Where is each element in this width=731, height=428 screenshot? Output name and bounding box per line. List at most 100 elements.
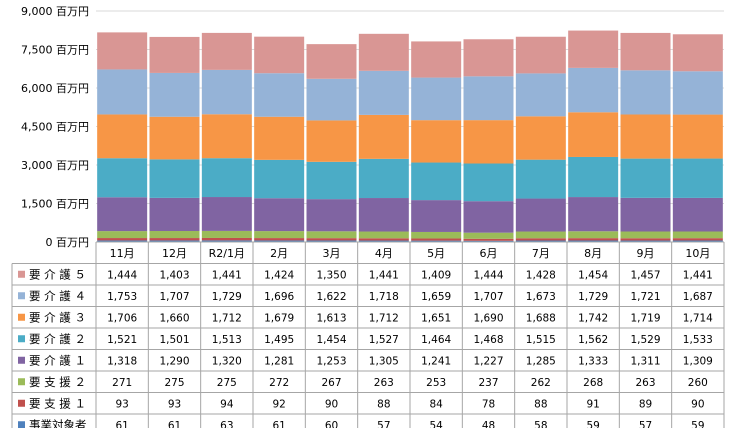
data-label: 48 xyxy=(482,420,495,428)
x-category-label: 11月 xyxy=(110,247,135,260)
data-label: 1,714 xyxy=(683,312,713,324)
bar-segment xyxy=(358,33,409,71)
bar-segment xyxy=(568,240,619,242)
data-label: 90 xyxy=(325,398,338,410)
data-label: 1,424 xyxy=(264,269,294,281)
data-label: 1,320 xyxy=(212,355,242,367)
legend-swatch xyxy=(18,292,25,300)
data-label: 271 xyxy=(112,377,132,389)
data-label: 1,712 xyxy=(369,312,399,324)
bar-segment xyxy=(201,230,252,238)
bar-segment xyxy=(672,158,723,198)
bar-segment xyxy=(358,70,409,115)
bar-segment xyxy=(254,36,305,74)
legend-label: 要 介 護 ４ xyxy=(29,289,86,303)
data-label: 61 xyxy=(272,420,285,428)
bar-segment xyxy=(254,116,305,160)
bar-segment xyxy=(620,238,671,241)
x-category-label: 8月 xyxy=(584,247,602,260)
bar-segment xyxy=(463,240,514,242)
data-label: 54 xyxy=(429,420,443,428)
bar-segment xyxy=(515,116,566,160)
bar-segment xyxy=(201,237,252,241)
legend-swatch xyxy=(18,335,25,343)
data-label: 1,613 xyxy=(316,312,346,324)
data-label: 91 xyxy=(586,398,599,410)
bar-segment xyxy=(97,238,148,241)
data-label: 1,533 xyxy=(683,334,713,346)
data-label: 58 xyxy=(534,420,547,428)
data-label: 94 xyxy=(220,398,234,410)
data-label: 1,659 xyxy=(421,291,451,303)
data-label: 1,457 xyxy=(630,269,660,281)
legend-label: 要 介 護 ５ xyxy=(29,267,86,281)
legend-label: 事業対象者 xyxy=(29,418,87,428)
data-label: 63 xyxy=(220,420,233,428)
data-label: 78 xyxy=(482,398,495,410)
data-label: 1,679 xyxy=(264,312,294,324)
bar-segment xyxy=(358,198,409,232)
data-label: 59 xyxy=(586,420,599,428)
bar-segment xyxy=(97,158,148,198)
bar-segment xyxy=(149,197,200,231)
data-label: 1,687 xyxy=(683,291,713,303)
bar-segment xyxy=(306,231,357,239)
legend-label: 要 介 護 ２ xyxy=(29,332,86,346)
data-label: 1,441 xyxy=(212,269,242,281)
legend-swatch xyxy=(18,270,25,278)
x-category-label: 9月 xyxy=(637,247,655,260)
bar-segment xyxy=(463,201,514,233)
bar-segment xyxy=(306,44,357,79)
legend-label: 要 支 援 ２ xyxy=(29,375,86,389)
data-label: 1,441 xyxy=(369,269,399,281)
bar-segment xyxy=(149,36,200,73)
bar-segment xyxy=(254,73,305,117)
x-category-label: 7月 xyxy=(532,247,550,260)
bar-segment xyxy=(306,240,357,242)
grid-lines xyxy=(96,10,724,204)
bar-segment xyxy=(97,114,148,159)
data-label: 1,742 xyxy=(578,312,608,324)
bar-segment xyxy=(201,158,252,198)
x-category-label: 12月 xyxy=(162,247,187,260)
data-label: 89 xyxy=(639,398,652,410)
bar-segment xyxy=(620,158,671,198)
data-label: 1,719 xyxy=(630,312,660,324)
data-label: 1,673 xyxy=(526,291,556,303)
bar-segment xyxy=(149,230,200,239)
data-label: 1,444 xyxy=(473,269,503,281)
bar-segment xyxy=(254,238,305,241)
data-label: 1,285 xyxy=(526,355,556,367)
data-label: 1,241 xyxy=(421,355,451,367)
bar-segment xyxy=(568,112,619,157)
x-category-label: R2/1月 xyxy=(209,247,245,260)
data-label: 93 xyxy=(115,398,128,410)
x-category-label: 2月 xyxy=(270,247,288,260)
bar-segment xyxy=(201,32,252,70)
bar-segment xyxy=(411,77,462,121)
data-label: 1,706 xyxy=(107,312,137,324)
bar-segment xyxy=(306,161,357,200)
bar-segment xyxy=(672,71,723,115)
bar-segment xyxy=(358,231,409,239)
bar-segment xyxy=(306,199,357,232)
data-label: 1,444 xyxy=(107,269,137,281)
x-category-label: 4月 xyxy=(375,247,393,260)
bar-segment xyxy=(463,39,514,77)
legend-swatch xyxy=(18,356,25,364)
bar-segment xyxy=(672,114,723,159)
data-label: 88 xyxy=(534,398,547,410)
bar-segment xyxy=(568,238,619,241)
bar-segment xyxy=(672,240,723,242)
data-label: 1,753 xyxy=(107,291,137,303)
bar-segment xyxy=(672,231,723,239)
legend-swatch xyxy=(18,399,25,407)
bar-segment xyxy=(672,197,723,232)
legend-swatch xyxy=(18,378,25,386)
data-label: 57 xyxy=(377,420,390,428)
bar-segment xyxy=(254,231,305,239)
data-label: 267 xyxy=(321,377,341,389)
bar-segment xyxy=(620,197,671,232)
data-label: 1,729 xyxy=(578,291,608,303)
